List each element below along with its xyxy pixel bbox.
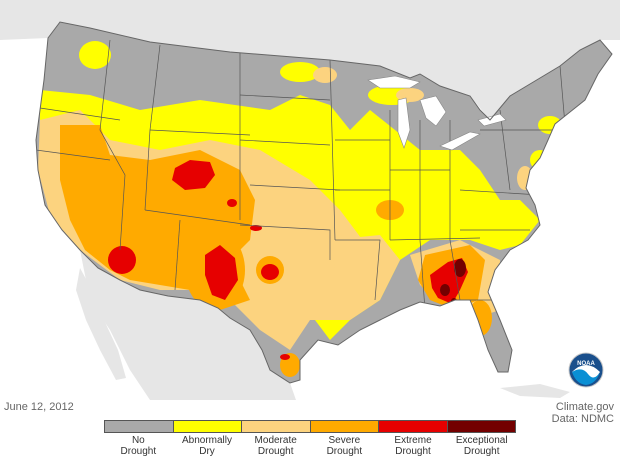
legend-label: Abnormally Dry: [173, 435, 242, 457]
legend-label-line1: Exceptional: [455, 435, 508, 446]
legend-swatch: [447, 421, 515, 432]
legend-label-line2: Drought: [120, 446, 157, 457]
lake-ontario: [477, 113, 507, 127]
great-lakes: [367, 75, 507, 151]
noaa-logo-text: NOAA: [577, 361, 595, 367]
legend-label: No Drought: [104, 435, 173, 457]
legend-label-line1: Severe: [328, 435, 361, 446]
legend-label-line2: Drought: [326, 446, 363, 457]
drought-legend: No Drought Abnormally Dry Moderate Drought Sev…: [104, 420, 516, 462]
map-date: June 12, 2012: [4, 401, 74, 413]
lake-michigan: [397, 97, 411, 149]
legend-label: Exceptional Drought: [447, 435, 516, 457]
legend-swatch: [310, 421, 379, 432]
map-credit: Climate.gov Data: NDMC: [552, 401, 614, 425]
usa-outline: [35, 21, 613, 384]
legend-swatch: [379, 421, 448, 432]
legend-color-bar: [104, 420, 516, 433]
legend-swatch: [242, 421, 311, 432]
drought-map-svg: [0, 0, 620, 400]
legend-label: Extreme Drought: [379, 435, 448, 457]
legend-label-line2: Dry: [199, 446, 215, 457]
legend-label: Moderate Drought: [241, 435, 310, 457]
lake-superior: [367, 75, 421, 89]
baja-land: [76, 268, 126, 380]
credit-source: Climate.gov: [555, 401, 614, 413]
legend-label-line2: Drought: [395, 446, 431, 457]
legend-swatch: [105, 421, 174, 432]
lake-erie: [439, 131, 481, 151]
legend-swatch: [173, 421, 242, 432]
credit-data: Data: NDMC: [551, 413, 614, 425]
legend-label: Severe Drought: [310, 435, 379, 457]
legend-label-line1: Abnormally: [181, 435, 233, 446]
cuba-land: [500, 384, 570, 398]
drought-map: [0, 0, 620, 400]
legend-labels: No Drought Abnormally Dry Moderate Drought Sev…: [104, 435, 516, 457]
noaa-logo-icon: NOAA: [568, 352, 604, 388]
legend-label-line1: No: [131, 435, 145, 446]
legend-label-line2: Drought: [463, 446, 500, 457]
canada-land: [0, 0, 620, 120]
legend-label-line2: Drought: [257, 446, 294, 457]
lake-huron: [419, 95, 447, 127]
legend-label-line1: Extreme: [394, 435, 432, 446]
legend-label-line1: Moderate: [254, 435, 297, 446]
